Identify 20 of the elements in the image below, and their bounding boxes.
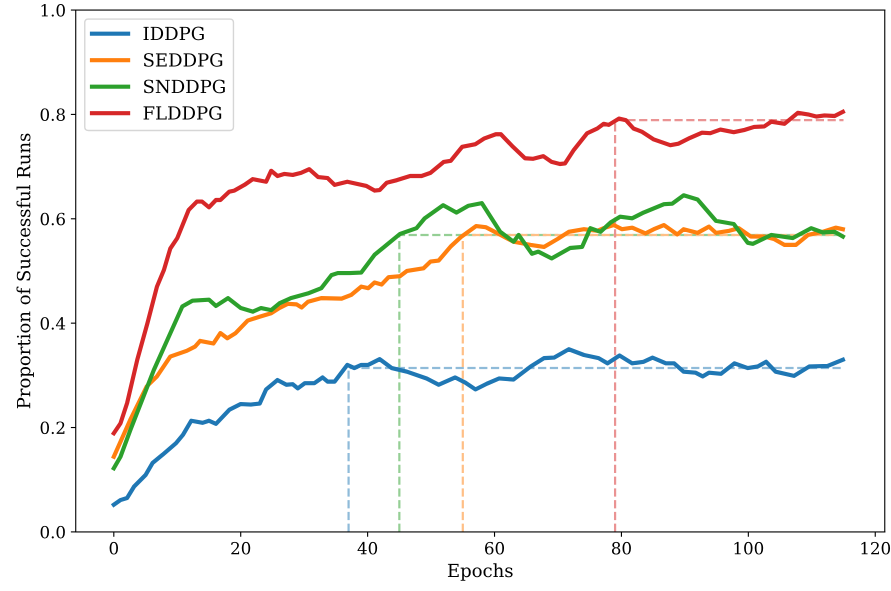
x-tick-label: 100: [734, 542, 764, 555]
legend-label: IDDPG: [144, 26, 204, 40]
x-axis-title: Epochs: [448, 563, 513, 581]
x-tick-label: 20: [231, 542, 250, 555]
y-axis-title: Proportion of Successful Runs: [16, 134, 34, 408]
x-tick-label: 80: [612, 542, 631, 555]
y-tick-label: 1.0: [42, 4, 65, 17]
line-series: [112, 347, 845, 507]
y-tick-label: 0.8: [40, 108, 65, 121]
x-tick-label: 0: [110, 542, 118, 555]
legend-label: FLDDPG: [144, 106, 222, 120]
x-tick-label: 40: [358, 542, 378, 555]
x-tick-label: 120: [861, 542, 890, 555]
y-tick-label: 0.0: [40, 526, 65, 538]
legend-label: SNDDPG: [144, 80, 225, 94]
legend-label: SEDDPG: [144, 53, 222, 67]
y-tick-label: 0.2: [40, 421, 64, 434]
x-tick-label: 60: [485, 542, 504, 555]
y-tick-label: 0.4: [40, 317, 66, 330]
y-tick-label: 0.6: [40, 212, 65, 226]
